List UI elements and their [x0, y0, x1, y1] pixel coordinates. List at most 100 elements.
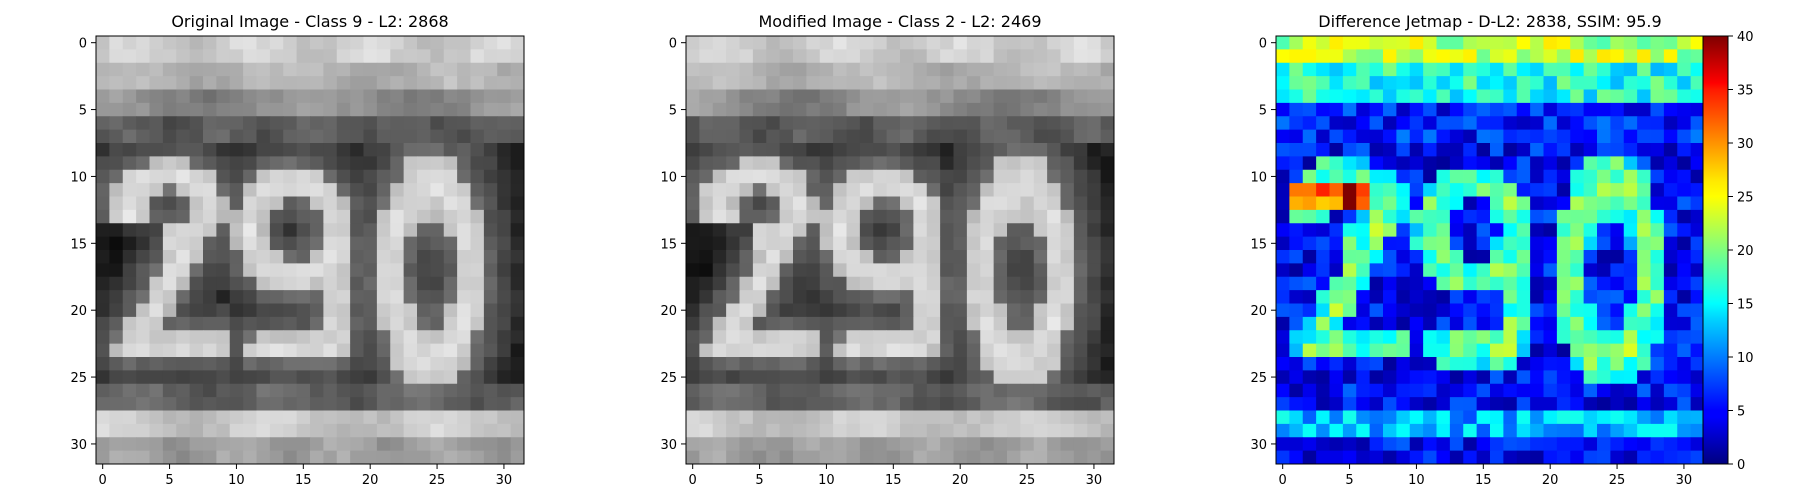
pixel-cell	[766, 36, 781, 50]
pixel-cell	[350, 196, 364, 211]
pixel-cell	[1289, 236, 1304, 251]
pixel-cell	[162, 303, 177, 318]
pixel-cell	[900, 343, 914, 358]
pixel-cell	[940, 196, 954, 211]
pixel-cell	[189, 143, 204, 157]
pixel-cell	[203, 129, 217, 144]
pixel-cell	[1516, 196, 1531, 211]
pixel-cell	[296, 276, 311, 291]
pixel-cell	[873, 383, 888, 398]
axes-frame-original	[95, 35, 525, 465]
pixel-cell	[1463, 76, 1478, 90]
pixel-cell	[1663, 169, 1678, 184]
pixel-cell	[1409, 143, 1424, 157]
pixel-cell	[993, 169, 1008, 184]
pixel-cell	[176, 410, 191, 425]
pixel-cell	[203, 383, 217, 398]
pixel-cell	[900, 169, 914, 184]
pixel-cell	[109, 169, 124, 184]
pixel-cell	[1020, 303, 1035, 318]
pixel-cell	[1342, 49, 1357, 64]
pixel-cell	[1302, 290, 1317, 304]
pixel-cell	[216, 450, 231, 465]
pixel-cell	[483, 276, 498, 291]
pixel-cell	[993, 102, 1008, 117]
pixel-cell	[1516, 143, 1531, 157]
pixel-cell	[96, 89, 110, 104]
pixel-cell	[1436, 116, 1451, 131]
pixel-cell	[1476, 357, 1491, 371]
pixel-cell	[1060, 89, 1075, 104]
pixel-cell	[752, 183, 767, 197]
pixel-cell	[699, 370, 714, 385]
pixel-cell	[913, 209, 928, 224]
pixel-cell	[900, 196, 914, 211]
pixel-cell	[739, 316, 754, 331]
pixel-cell	[953, 423, 968, 438]
pixel-cell	[953, 89, 968, 104]
pixel-cell	[993, 263, 1008, 278]
pixel-cell	[859, 303, 874, 318]
pixel-cell	[1650, 196, 1665, 211]
pixel-cell	[243, 102, 257, 117]
pixel-cell	[1383, 236, 1397, 251]
pixel-cell	[1369, 437, 1384, 452]
pixel-cell	[430, 129, 445, 144]
pixel-cell	[1060, 183, 1075, 197]
pixel-cell	[926, 423, 941, 438]
pixel-cell	[793, 143, 807, 157]
pixel-cell	[1369, 250, 1384, 264]
pixel-cell	[793, 450, 807, 465]
pixel-cell	[940, 290, 954, 304]
pixel-cell	[993, 343, 1008, 358]
pixel-cell	[1020, 209, 1035, 224]
pixel-cell	[1597, 276, 1611, 291]
pixel-cell	[1289, 223, 1304, 238]
pixel-cell	[483, 76, 498, 90]
pixel-cell	[1449, 357, 1464, 371]
pixel-cell	[1369, 276, 1384, 291]
pixel-cell	[403, 316, 418, 331]
pixel-cell	[873, 223, 888, 238]
pixel-cell	[1289, 250, 1304, 264]
pixel-cell	[980, 169, 995, 184]
pixel-cell	[1289, 209, 1304, 224]
pixel-cell	[940, 76, 954, 90]
pixel-cell	[1396, 196, 1411, 211]
pixel-cell	[1690, 62, 1705, 77]
pixel-cell	[913, 49, 928, 64]
pixel-cell	[96, 49, 110, 64]
pixel-cell	[873, 276, 888, 291]
pixel-cell	[1543, 357, 1558, 371]
pixel-cell	[310, 437, 324, 452]
pixel-cell	[296, 116, 311, 131]
pixel-cell	[1543, 250, 1558, 264]
pixel-cell	[1677, 330, 1692, 345]
pixel-cell	[390, 49, 405, 64]
pixel-cell	[1543, 49, 1558, 64]
pixel-cell	[390, 209, 405, 224]
pixel-cell	[953, 383, 968, 398]
pixel-cell	[1556, 303, 1571, 318]
pixel-cell	[1530, 330, 1544, 345]
pixel-cell	[1570, 410, 1585, 425]
pixel-cell	[1543, 102, 1558, 117]
pixel-cell	[900, 143, 914, 157]
pixel-cell	[243, 450, 257, 465]
pixel-cell	[1302, 410, 1317, 425]
pixel-cell	[1007, 423, 1021, 438]
pixel-cell	[1007, 437, 1021, 452]
pixel-cell	[1329, 383, 1344, 398]
pixel-cell	[109, 143, 124, 157]
pixel-cell	[323, 397, 338, 411]
pixel-cell	[1583, 62, 1598, 77]
pixel-cell	[980, 156, 995, 171]
colorbar-tick-label: 35	[1737, 84, 1754, 99]
pixel-cell	[1556, 450, 1571, 465]
pixel-cell	[1289, 102, 1304, 117]
pixel-cell	[886, 250, 901, 264]
pixel-cell	[900, 156, 914, 171]
pixel-cell	[1556, 437, 1571, 452]
pixel-cell	[310, 76, 324, 90]
pixel-cell	[1073, 183, 1088, 197]
